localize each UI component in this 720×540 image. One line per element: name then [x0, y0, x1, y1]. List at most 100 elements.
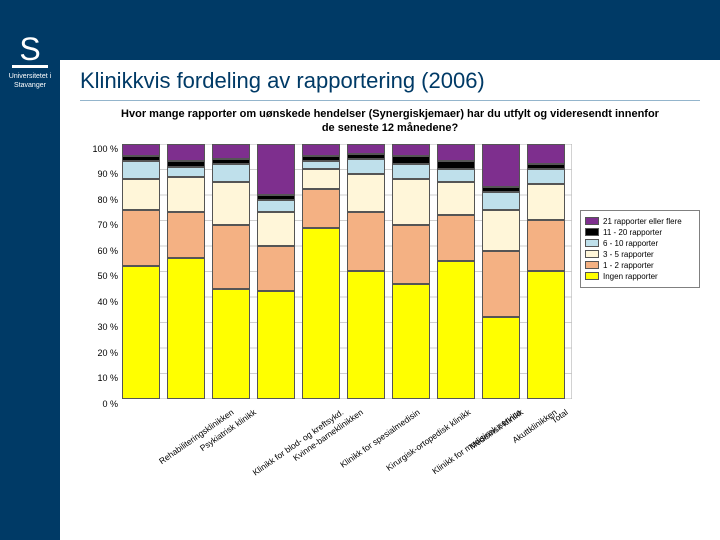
bar-segment — [302, 228, 340, 399]
legend-item: 11 - 20 rapporter — [585, 228, 695, 237]
y-tick-label: 30 % — [80, 322, 118, 332]
legend-swatch — [585, 228, 599, 236]
y-tick-label: 90 % — [80, 169, 118, 179]
bar — [122, 144, 160, 399]
bar-segment — [347, 174, 385, 212]
legend-item: 1 - 2 rapporter — [585, 261, 695, 270]
bar-segment — [437, 144, 475, 162]
bar-segment — [482, 251, 520, 317]
bar-segment — [212, 182, 250, 225]
logo-uni-name: Universitetet i Stavanger — [6, 72, 54, 90]
bar-segment — [302, 189, 340, 227]
bar-segment — [482, 210, 520, 251]
bar-segment — [257, 291, 295, 398]
x-tick-label: Kirurgisk-ortopedisk klinikk — [384, 407, 472, 473]
legend-item: Ingen rapporter — [585, 272, 695, 281]
bar — [212, 144, 250, 399]
bar-segment — [167, 167, 205, 177]
bar-segment — [122, 266, 160, 399]
legend-swatch — [585, 239, 599, 247]
bar-segment — [347, 144, 385, 154]
bar-segment — [212, 289, 250, 399]
bar-segment — [392, 144, 430, 157]
bar — [392, 144, 430, 399]
bar-segment — [122, 144, 160, 157]
bar-segment — [257, 144, 295, 195]
bar — [527, 144, 565, 399]
y-tick-label: 60 % — [80, 246, 118, 256]
y-tick-label: 80 % — [80, 195, 118, 205]
bar-segment — [167, 258, 205, 398]
legend-label: 3 - 5 rapporter — [603, 250, 654, 259]
bar-segment — [347, 212, 385, 271]
legend-label: 11 - 20 rapporter — [603, 228, 662, 237]
content-area: Klinikkvis fordeling av rapportering (20… — [60, 60, 720, 540]
legend-label: 6 - 10 rapporter — [603, 239, 658, 248]
y-tick-label: 0 % — [80, 399, 118, 409]
bar-segment — [392, 164, 430, 179]
bar-segment — [482, 317, 520, 399]
bar-segment — [302, 161, 340, 169]
bar — [257, 144, 295, 399]
y-tick-label: 40 % — [80, 297, 118, 307]
bar — [302, 144, 340, 399]
bar-segment — [527, 184, 565, 220]
bar-segment — [437, 261, 475, 399]
legend-label: 21 rapporter eller flere — [603, 217, 682, 226]
bar-segment — [167, 177, 205, 213]
legend-swatch — [585, 261, 599, 269]
bar-segment — [392, 156, 430, 164]
bar-segment — [527, 144, 565, 164]
bar-segment — [122, 179, 160, 210]
legend-label: Ingen rapporter — [603, 272, 658, 281]
bar-segment — [527, 271, 565, 399]
bar-segment — [437, 215, 475, 261]
bar-segment — [212, 144, 250, 159]
logo: S Universitetet i Stavanger — [6, 30, 54, 90]
bar-segment — [122, 210, 160, 266]
bar-segment — [257, 200, 295, 213]
bar-segment — [257, 246, 295, 292]
legend-item: 3 - 5 rapporter — [585, 250, 695, 259]
bar — [482, 144, 520, 399]
bar-segment — [212, 164, 250, 182]
legend-item: 21 rapporter eller flere — [585, 217, 695, 226]
left-strip — [0, 60, 60, 540]
bar-segment — [437, 169, 475, 182]
y-tick-label: 20 % — [80, 348, 118, 358]
y-tick-label: 100 % — [80, 144, 118, 154]
bar-segment — [392, 179, 430, 225]
logo-letter: S — [12, 30, 48, 68]
bars-layer — [122, 144, 572, 399]
legend-swatch — [585, 272, 599, 280]
bar-segment — [392, 284, 430, 399]
y-tick-label: 50 % — [80, 271, 118, 281]
bar — [437, 144, 475, 399]
bar-segment — [122, 161, 160, 179]
top-bar — [0, 0, 720, 60]
y-tick-label: 10 % — [80, 373, 118, 383]
bar-segment — [527, 220, 565, 271]
bar-segment — [437, 182, 475, 215]
bar-segment — [347, 271, 385, 399]
y-tick-label: 70 % — [80, 220, 118, 230]
x-tick-label: Klinikk for blod- og kreftsykd. — [250, 407, 345, 478]
bar — [347, 144, 385, 399]
chart-title: Hvor mange rapporter om uønskede hendels… — [80, 107, 700, 136]
bar-segment — [482, 144, 520, 187]
legend-swatch — [585, 217, 599, 225]
bar-segment — [167, 144, 205, 162]
bar-segment — [392, 225, 430, 284]
legend: 21 rapporter eller flere 11 - 20 rapporte… — [580, 210, 700, 288]
legend-item: 6 - 10 rapporter — [585, 239, 695, 248]
slide-title: Klinikkvis fordeling av rapportering (20… — [80, 68, 700, 101]
bar-segment — [302, 169, 340, 189]
bar-segment — [257, 212, 295, 245]
legend-label: 1 - 2 rapporter — [603, 261, 654, 270]
bar-segment — [302, 144, 340, 157]
plot-area — [122, 144, 572, 399]
bar-segment — [347, 159, 385, 174]
bar-segment — [212, 225, 250, 289]
bar-segment — [482, 192, 520, 210]
legend-swatch — [585, 250, 599, 258]
